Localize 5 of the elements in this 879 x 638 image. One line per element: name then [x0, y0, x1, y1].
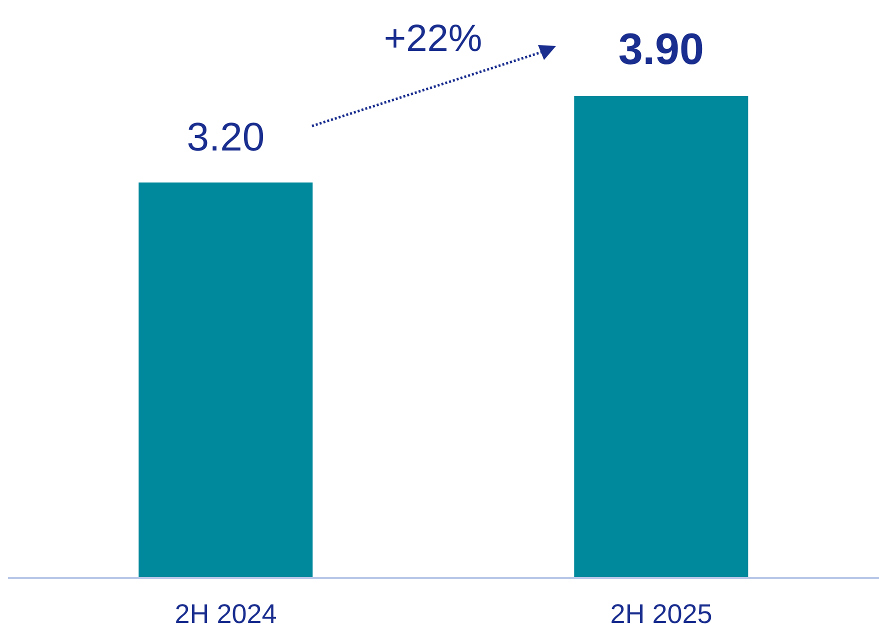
data-label: 3.90	[618, 25, 704, 74]
data-label: 3.20	[186, 116, 265, 160]
x-tick-label: 2H 2025	[610, 599, 712, 630]
x-tick-label: 2H 2024	[174, 599, 277, 630]
text: +22%	[382, 18, 484, 61]
